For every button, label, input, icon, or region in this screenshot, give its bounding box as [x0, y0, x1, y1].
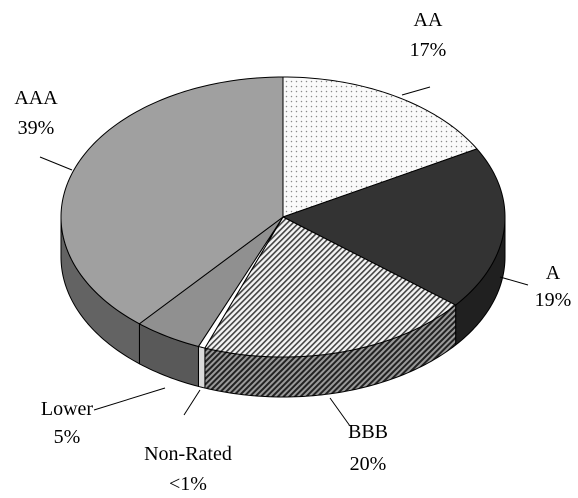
value-lower: 5% — [54, 426, 81, 448]
pie-slice-a — [282, 148, 506, 306]
pie-side-non-rated — [197, 345, 206, 389]
leader-lines — [39, 86, 529, 427]
label-aaa: AAA — [14, 87, 58, 109]
label-bbb: BBB — [348, 421, 388, 443]
leader-line-aaa — [39, 156, 73, 171]
label-lower: Lower — [41, 398, 94, 420]
value-bbb: 20% — [350, 453, 387, 475]
pie-sides — [60, 216, 506, 398]
pie-slice-aaa — [60, 76, 284, 325]
leader-line-non-rated — [183, 389, 201, 416]
leader-line-bbb — [329, 397, 351, 427]
leader-line-lower — [93, 387, 166, 411]
pie-tops — [60, 76, 506, 358]
pie-slice-lower — [138, 216, 284, 347]
value-aaa: 39% — [18, 117, 55, 139]
label-aa: AA — [414, 9, 443, 31]
value-aa: 17% — [410, 39, 447, 61]
pie-slice-aa — [282, 76, 478, 218]
label-a: A — [546, 262, 561, 284]
leader-line-aa — [401, 86, 431, 96]
value-non-rated: <1% — [169, 473, 207, 495]
leader-line-a — [499, 276, 529, 286]
pie-slice-bbb — [204, 216, 457, 358]
label-non-rated: Non-Rated — [144, 443, 232, 465]
value-a: 19% — [535, 289, 572, 311]
